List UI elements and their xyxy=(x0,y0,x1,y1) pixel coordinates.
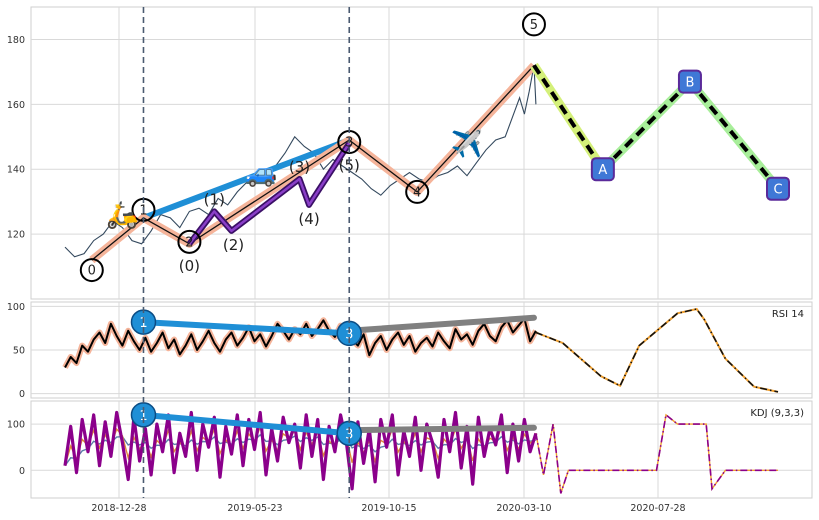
wave-box-label: C xyxy=(773,183,782,198)
wave-marker-label: 0 xyxy=(88,264,96,279)
wave-box-A xyxy=(590,157,615,182)
airplane-icon: ✈️ xyxy=(451,127,483,159)
wave-box-label: B xyxy=(685,76,694,91)
kdj-trend-line xyxy=(140,411,353,437)
panel-frame xyxy=(30,6,813,300)
scooter-icon: 🛵 xyxy=(106,201,138,231)
wave-marker-label: 2 xyxy=(185,235,193,250)
x-tick-label: 2020-03-10 xyxy=(496,503,551,514)
wave-box-B xyxy=(677,69,702,94)
corrective-wave-line xyxy=(688,80,780,190)
impulse-wave-line xyxy=(91,64,535,261)
x-tick-label: 2018-12-28 xyxy=(91,503,146,514)
subwave-label: (0) xyxy=(179,257,200,275)
corrective-wave-line xyxy=(532,64,605,171)
subwave-label: (4) xyxy=(298,210,319,228)
kdj-projection-trend xyxy=(346,424,537,434)
car-icon: 🚙 xyxy=(245,158,277,188)
subwave-label: (2) xyxy=(223,236,244,254)
corrective-wave-line xyxy=(601,80,692,171)
y-tick-label: 180 xyxy=(7,35,25,46)
wave-marker-2 xyxy=(177,229,202,254)
y-tick-label: 120 xyxy=(7,230,25,241)
wave-marker-label: 5 xyxy=(530,18,538,33)
subwave-line xyxy=(188,142,351,245)
wave-box-label: A xyxy=(598,163,607,178)
rsi-projection-trend xyxy=(346,314,537,334)
rsi-projection-line xyxy=(535,308,779,393)
wave-marker-label: 4 xyxy=(413,185,421,200)
kdj-marker-label: 3 xyxy=(345,427,353,442)
panel-label: KDJ (9,3,3) xyxy=(750,408,804,419)
y-tick-label: 140 xyxy=(7,165,25,176)
x-tick-label: 2020-07-28 xyxy=(630,503,685,514)
panel-price: 120 140 160 180 xyxy=(7,6,813,300)
y-tick-label: 50 xyxy=(13,346,25,357)
kdj-projection-line xyxy=(535,413,778,494)
x-tick-label: 2019-05-23 xyxy=(227,503,282,514)
y-tick-label: 100 xyxy=(7,420,25,431)
rsi-trend-line xyxy=(140,319,353,337)
kdj-marker-label: 1 xyxy=(139,409,147,424)
subwave-label: (5) xyxy=(339,156,360,174)
y-tick-label: 160 xyxy=(7,100,25,111)
subwave-label: (3) xyxy=(289,158,310,176)
wave-marker-0 xyxy=(79,258,104,283)
trend-line xyxy=(140,137,353,221)
y-tick-label: 0 xyxy=(19,466,25,477)
y-tick-label: 0 xyxy=(19,389,25,400)
panel-label: RSI 14 xyxy=(772,309,804,320)
panel-rsi: 0 50 100 RSI 14 xyxy=(7,301,813,400)
subwave-label: (1) xyxy=(204,190,225,208)
rsi-marker-label: 3 xyxy=(345,327,353,342)
wave-marker-4 xyxy=(405,179,430,204)
wave-box-C xyxy=(766,176,790,201)
price-panel-marks: (0)(1)(2)(3)(4)(5)012345ABC🛵🚙✈️ xyxy=(64,12,790,283)
x-tick-label: 2019-10-15 xyxy=(361,503,416,514)
wave-marker-label: 3 xyxy=(345,136,353,151)
y-tick-label: 100 xyxy=(7,302,25,313)
rsi-marker-label: 1 xyxy=(139,316,147,331)
wave-marker-5 xyxy=(521,12,546,37)
